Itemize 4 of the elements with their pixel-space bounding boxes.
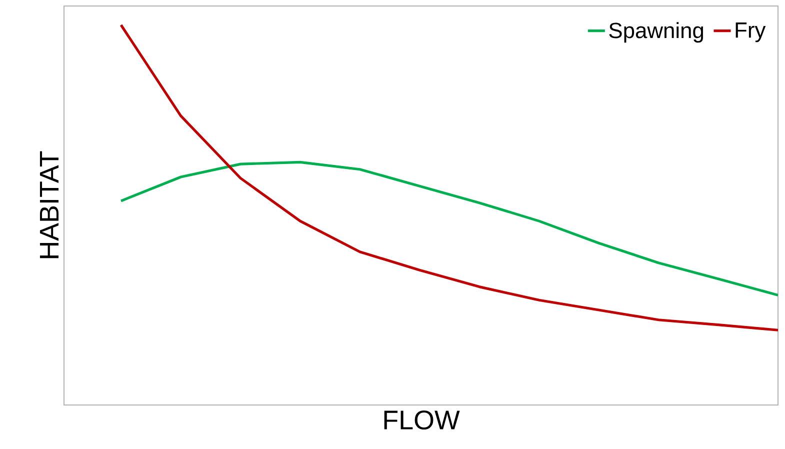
legend-label: Spawning (609, 22, 704, 43)
legend-label: Fry (736, 22, 766, 42)
y-axis-title: HABITAT (40, 151, 58, 258)
x-axis-title: FLOW (384, 410, 460, 430)
